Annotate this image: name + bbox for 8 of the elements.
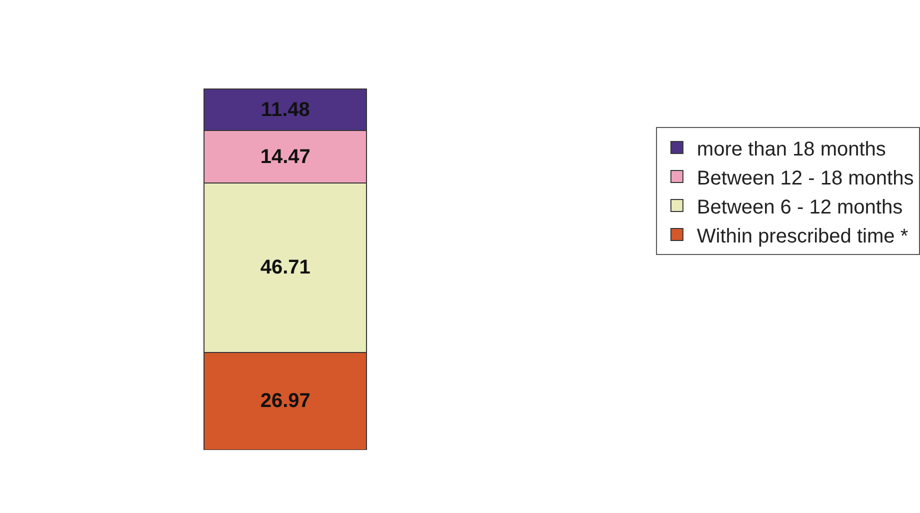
data-label: 26.97 xyxy=(260,390,310,412)
legend-label: Between 12 - 18 months xyxy=(696,167,914,190)
legend-label: more than 18 months xyxy=(696,138,886,160)
data-label: 14.47 xyxy=(260,146,310,168)
legend-label: Within prescribed time * xyxy=(696,225,908,248)
data-label: 46.71 xyxy=(260,256,310,279)
data-label: 11.48 xyxy=(260,98,310,121)
legend-label: Between 6 - 12 months xyxy=(696,196,903,218)
